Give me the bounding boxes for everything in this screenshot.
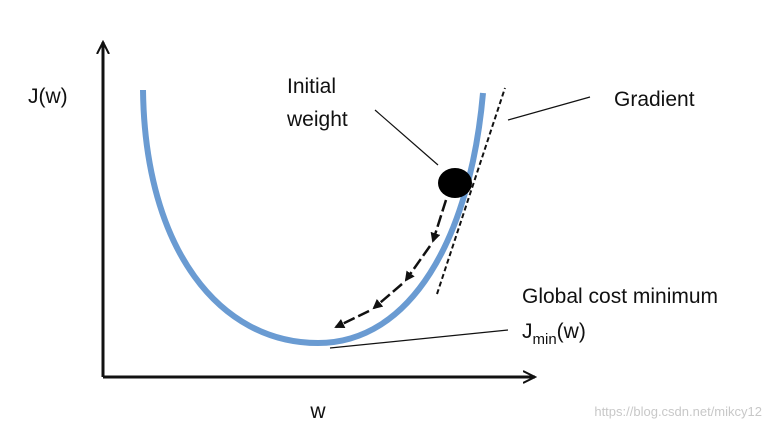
- descent-arrows: [334, 199, 448, 329]
- jmin-suffix: (w): [557, 320, 586, 343]
- y-axis-label: J(w): [28, 85, 68, 108]
- jmin-base: J: [522, 320, 533, 343]
- watermark: https://blog.csdn.net/mikcy12: [594, 404, 762, 419]
- leader-line: [329, 329, 509, 349]
- tangent-line: [436, 87, 506, 295]
- initial-weight-point: [438, 168, 472, 198]
- global-min-label: Global cost minimum: [522, 285, 718, 308]
- jmin-label: Jmin(w): [522, 320, 586, 348]
- jmin-subscript: min: [533, 331, 557, 348]
- initial-label: Initial: [287, 75, 336, 98]
- leader-line: [374, 109, 439, 166]
- leader-line: [507, 96, 591, 121]
- initial-label: weight: [286, 108, 348, 131]
- cost-curve: [140, 89, 486, 347]
- x-axis-label: w: [309, 400, 326, 423]
- gradient-label: Gradient: [614, 88, 695, 111]
